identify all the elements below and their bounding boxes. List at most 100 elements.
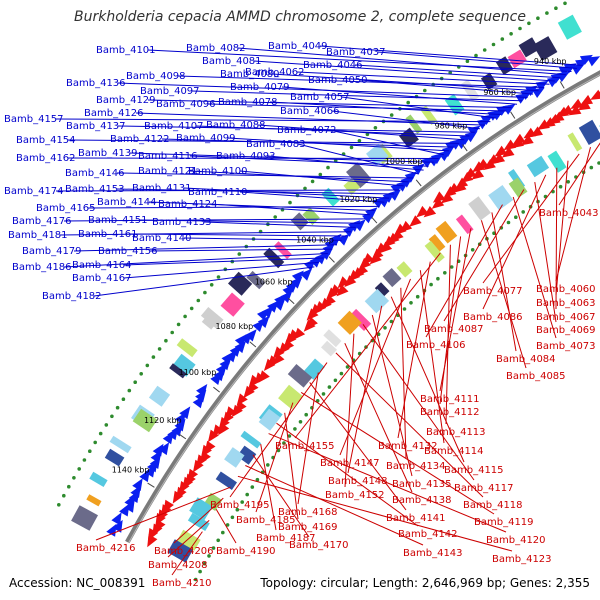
- forward-gene-arrow: [353, 219, 366, 232]
- forward-leader-line: [271, 73, 539, 92]
- outer-dot: [349, 145, 354, 150]
- inner-dot: [449, 265, 454, 269]
- outer-dot: [518, 26, 522, 31]
- forward-gene-label: Bamb_4182: [42, 291, 102, 302]
- outer-annotation-block: [176, 338, 198, 358]
- reverse-leader-line: [482, 153, 580, 284]
- reverse-leader-line: [252, 454, 310, 538]
- outer-annotation-block: [148, 385, 171, 407]
- reverse-leader-line: [534, 182, 557, 323]
- outer-dot: [554, 6, 558, 10]
- forward-gene-arrow: [139, 469, 150, 483]
- outer-annotation-block: [169, 363, 187, 379]
- inner-dot: [383, 326, 387, 330]
- outer-dot: [310, 179, 315, 184]
- forward-gene-label: Bamb_4101: [96, 45, 156, 56]
- outer-annotation-block: [200, 307, 224, 329]
- reverse-gene-arrow: [503, 139, 517, 151]
- reverse-leader-line: [260, 444, 277, 531]
- reverse-gene-label: Bamb_4085: [506, 371, 566, 382]
- outer-dot: [209, 283, 214, 287]
- scale-tick-mark: [249, 341, 257, 348]
- reverse-leader-line: [309, 382, 407, 511]
- reverse-leader-line: [276, 422, 419, 527]
- forward-gene-arrow: [106, 523, 117, 537]
- backbone-arc: [125, 70, 600, 544]
- inner-annotation-block: [321, 340, 337, 357]
- forward-gene-label: Bamb_4098: [126, 71, 186, 82]
- backbone-highlight: [128, 74, 600, 544]
- reverse-leader-line: [371, 314, 413, 477]
- outer-dot: [57, 503, 61, 507]
- scale-tick-mark: [328, 256, 335, 263]
- reverse-gene-arrow: [523, 127, 537, 139]
- inner-annotation-block: [187, 512, 210, 531]
- inner-dot: [216, 538, 220, 543]
- outer-dot: [164, 338, 168, 343]
- forward-gene-label: Bamb_4139: [78, 148, 138, 159]
- reverse-gene-arrow: [243, 385, 255, 399]
- reverse-gene-label: Bamb_4142: [398, 529, 458, 540]
- forward-gene-arrow: [280, 290, 293, 303]
- forward-gene-label: Bamb_4186: [12, 262, 72, 273]
- forward-leader-line: [139, 219, 361, 224]
- outer-annotation-block: [518, 37, 540, 58]
- reverse-gene-arrow: [207, 429, 219, 443]
- outer-annotation-block: [460, 79, 480, 102]
- forward-gene-label: Bamb_4116: [138, 151, 198, 162]
- forward-gene-label: Bamb_4124: [158, 199, 218, 210]
- forward-leader-line: [253, 60, 555, 82]
- outer-annotation-block: [220, 292, 245, 317]
- reverse-gene-label: Bamb_4168: [278, 507, 338, 518]
- reverse-leader-line: [167, 520, 210, 558]
- scale-tick-label: 1140 kbp: [112, 466, 150, 475]
- forward-gene-arrow: [273, 298, 286, 311]
- reverse-leader-line: [297, 372, 319, 505]
- outer-annotation-block: [172, 353, 196, 377]
- forward-gene-label: Bamb_4080: [220, 69, 280, 80]
- reverse-gene-label: Bamb_4120: [486, 535, 546, 546]
- forward-gene-arrow: [362, 211, 375, 224]
- forward-gene-label: Bamb_4083: [246, 139, 306, 150]
- outer-dot: [500, 37, 505, 41]
- outer-dot: [357, 139, 362, 143]
- forward-leader-line: [239, 191, 385, 203]
- outer-dot: [88, 449, 92, 454]
- reverse-gene-arrow: [306, 308, 319, 321]
- outer-dot: [491, 42, 496, 47]
- forward-leader-line: [203, 221, 356, 228]
- forward-gene-arrow: [111, 512, 122, 526]
- outer-annotation-block: [86, 494, 102, 507]
- forward-gene-arrow: [476, 118, 490, 130]
- inner-dot: [597, 161, 600, 165]
- inner-annotation-block: [287, 364, 313, 388]
- forward-gene-arrow: [487, 110, 501, 121]
- inner-annotation-block: [167, 539, 194, 563]
- outer-annotation-block: [405, 114, 423, 134]
- inner-annotation-block: [468, 196, 491, 221]
- outer-dot: [423, 88, 427, 93]
- label-leader-lines: [55, 45, 600, 576]
- inner-annotation-block: [424, 240, 445, 263]
- forward-gene-label: Bamb_4100: [188, 166, 248, 177]
- forward-gene-label: Bamb_4078: [218, 97, 278, 108]
- outer-annotation-block: [302, 207, 320, 226]
- outer-dot: [139, 372, 143, 376]
- forward-gene-arrow: [112, 519, 123, 533]
- inner-dot: [202, 561, 207, 566]
- outer-annotation-block: [532, 36, 558, 61]
- reverse-leader-line: [390, 296, 465, 463]
- reverse-gene-arrow: [432, 191, 446, 203]
- forward-leader-line: [239, 170, 404, 187]
- forward-gene-label: Bamb_4126: [84, 108, 144, 119]
- inner-dot: [225, 523, 230, 527]
- reverse-gene-label: Bamb_4115: [444, 465, 504, 476]
- outer-dot: [482, 48, 487, 52]
- reverse-leader-line: [555, 160, 569, 296]
- reverse-gene-label: Bamb_4067: [536, 312, 596, 323]
- inner-annotation-block: [323, 329, 342, 348]
- forward-gene-arrow: [438, 150, 451, 162]
- inner-annotation-block: [337, 310, 362, 335]
- outer-dot: [273, 215, 278, 219]
